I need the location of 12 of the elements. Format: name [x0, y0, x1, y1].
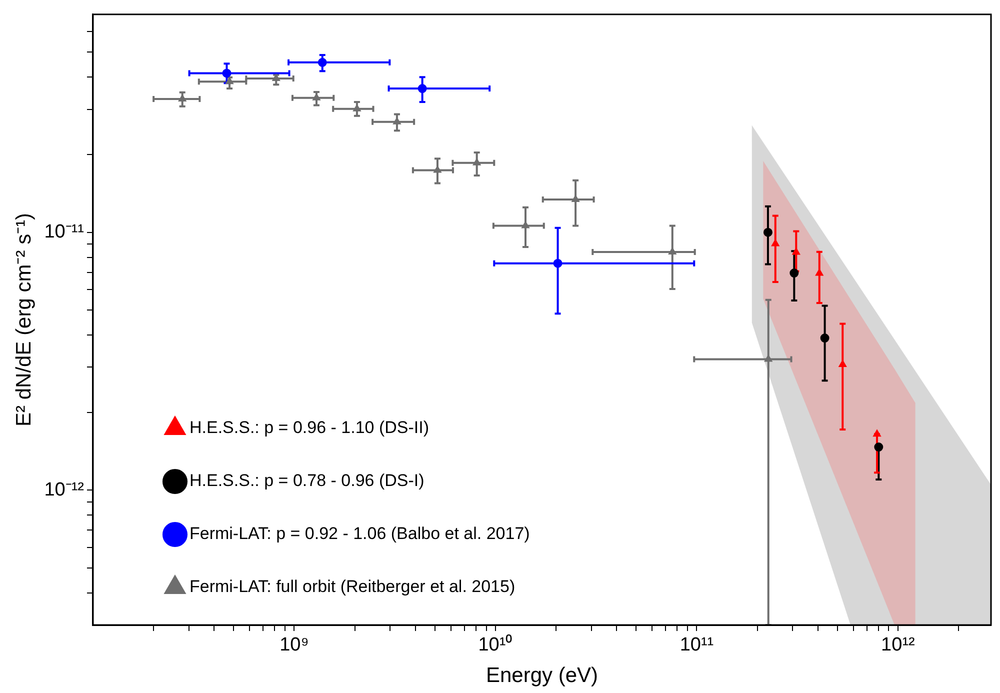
x-axis-title: Energy (eV) [486, 664, 598, 688]
x-tick-label: 10¹² [881, 634, 915, 656]
legend-label: H.E.S.S.: p = 0.96 - 1.10 (DS-II) [189, 418, 430, 438]
y-axis-title: E² dN/dE (erg cm⁻² s⁻¹) [12, 212, 36, 426]
x-tick-label: 10¹¹ [680, 634, 714, 656]
y-tick-label: 10⁻¹¹ [44, 222, 84, 243]
legend-label: Fermi-LAT: p = 0.92 - 1.06 (Balbo et al. 2017) [189, 524, 530, 544]
x-tick-label: 10⁹ [280, 634, 309, 656]
y-tick-label: 10⁻¹² [44, 479, 84, 500]
legend-label: H.E.S.S.: p = 0.78 - 0.96 (DS-I) [189, 471, 424, 490]
x-tick-label: 10¹⁰ [478, 634, 513, 656]
legend-label: Fermi-LAT: full orbit (Reitberger et al. 2015) [189, 577, 516, 596]
